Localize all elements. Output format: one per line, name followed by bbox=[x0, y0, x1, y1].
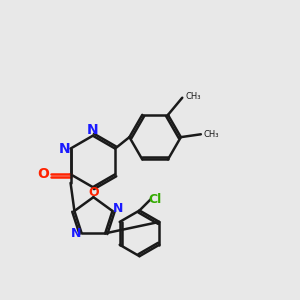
Text: CH₃: CH₃ bbox=[204, 130, 219, 139]
Text: Cl: Cl bbox=[148, 193, 162, 206]
Text: N: N bbox=[87, 123, 99, 137]
Text: O: O bbox=[38, 167, 50, 181]
Text: N: N bbox=[113, 202, 123, 214]
Text: N: N bbox=[59, 142, 71, 156]
Text: O: O bbox=[88, 186, 99, 200]
Text: N: N bbox=[71, 227, 81, 240]
Text: CH₃: CH₃ bbox=[185, 92, 201, 101]
